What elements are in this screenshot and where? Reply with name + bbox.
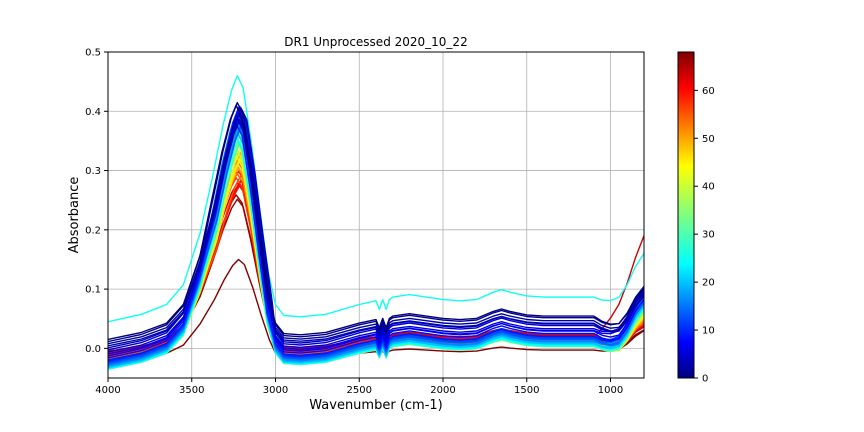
- series-line-3: [108, 119, 644, 347]
- y-tick-label: 0.5: [85, 48, 101, 59]
- grid: [108, 52, 644, 378]
- x-axis-label: Wavenumber (cm-1): [309, 398, 442, 413]
- series-line-2: [108, 113, 644, 345]
- y-tick-label: 0.3: [85, 166, 101, 177]
- colorbar-tick-label: 40: [702, 182, 715, 193]
- colorbar-tick-label: 20: [702, 278, 715, 289]
- y-axis-label: Absorbance: [67, 177, 82, 254]
- colorbar-tick-label: 30: [702, 230, 715, 241]
- colorbar-tick-label: 60: [702, 86, 715, 97]
- y-tick-label: 0.1: [85, 285, 101, 296]
- y-tick-label: 0.2: [85, 225, 101, 236]
- x-tick-label: 3000: [263, 385, 288, 396]
- colorbar-tick-label: 50: [702, 134, 715, 145]
- colorbar-tick-label: 10: [702, 326, 715, 337]
- chart-title: DR1 Unprocessed 2020_10_22: [284, 35, 467, 49]
- series-line-14: [108, 126, 644, 364]
- x-axis: 4000 3500 3000 2500 2000 1500 1000: [95, 378, 623, 396]
- x-tick-label: 1000: [598, 385, 623, 396]
- y-tick-label: 0.0: [85, 344, 101, 355]
- x-tick-label: 1500: [514, 385, 539, 396]
- y-axis: 0.0 0.1 0.2 0.3 0.4 0.5: [85, 48, 108, 355]
- colorbar-ticks: 0 10 20 30 40 50 60: [694, 86, 715, 385]
- series-line-0: [108, 104, 644, 341]
- colorbar: [677, 51, 695, 379]
- series-group: [108, 75, 644, 370]
- y-tick-label: 0.4: [85, 107, 101, 118]
- x-tick-label: 3500: [179, 385, 204, 396]
- plot-frame: [107, 51, 645, 379]
- series-line-26: [108, 75, 644, 323]
- x-tick-label: 2500: [347, 385, 372, 396]
- x-tick-label: 4000: [95, 385, 120, 396]
- x-tick-label: 2000: [430, 385, 455, 396]
- colorbar-tick-label: 0: [702, 374, 708, 385]
